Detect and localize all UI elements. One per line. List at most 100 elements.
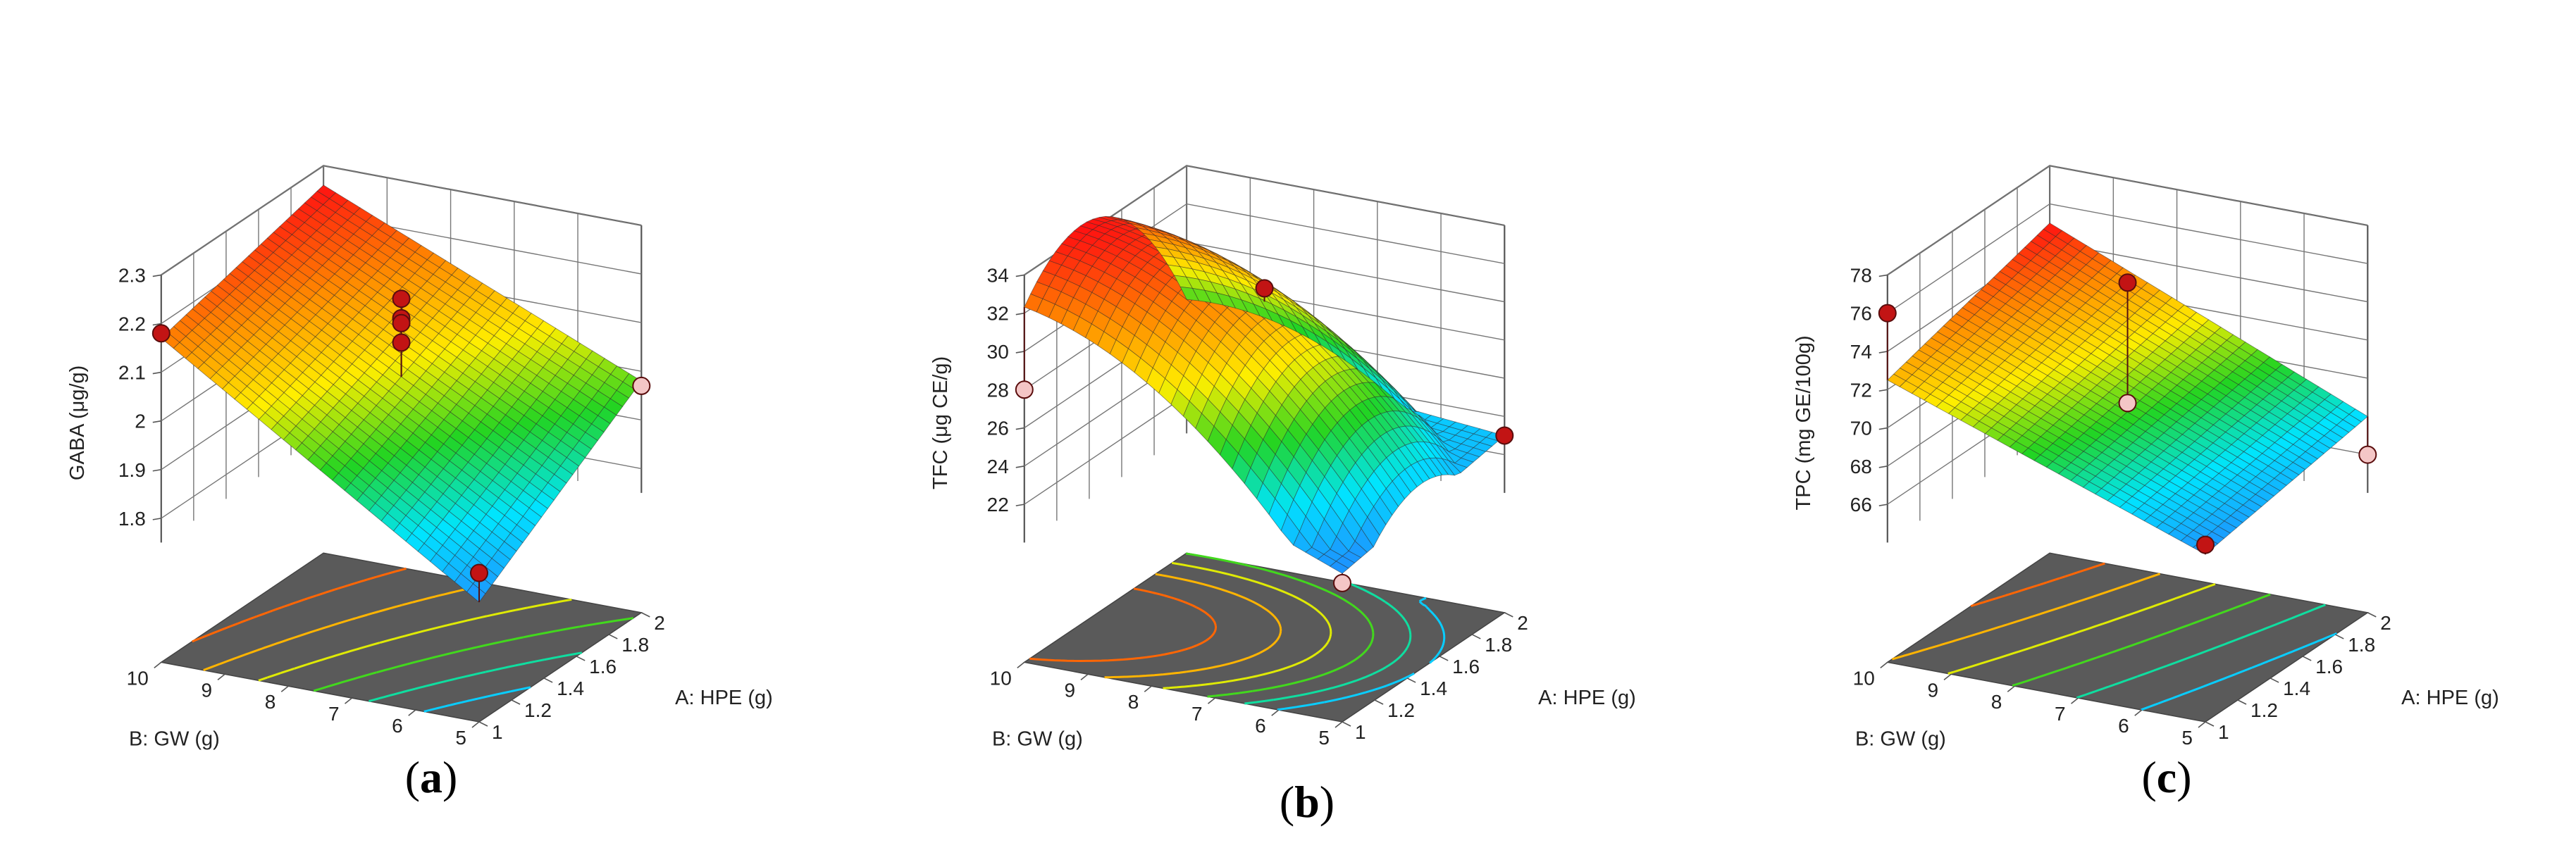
x-tick-label: 1.4 — [2283, 677, 2310, 699]
x-axis: 1 1.21.41.61.82 A: HPE (g) — [2205, 612, 2499, 743]
x-axis-title: A: HPE (g) — [1538, 687, 1636, 709]
x-tick-label: 1 — [2218, 721, 2229, 743]
y-tick-label: 7 — [328, 703, 340, 725]
response-surface — [1024, 216, 1506, 574]
z-tick-mark — [1878, 389, 1888, 392]
contour-line — [1244, 582, 1412, 705]
design-point — [1255, 279, 1274, 298]
wall-grid-line — [161, 165, 642, 275]
x-axis-title: A: HPE (g) — [675, 687, 773, 709]
x-axis: 1 1.21.41.61.82 A: HPE (g) — [478, 612, 773, 743]
design-points — [1878, 273, 2377, 555]
y-tick-label: 10 — [1853, 667, 1875, 689]
x-tick-mark — [1504, 612, 1513, 618]
floor — [159, 552, 643, 723]
z-tick-mark — [152, 323, 161, 326]
contour-line — [2012, 593, 2271, 687]
wall-grid-line — [1887, 203, 2368, 314]
z-tick-label: 2 — [135, 411, 146, 432]
z-tick-label: 22 — [987, 494, 1009, 516]
design-point — [2358, 445, 2377, 464]
y-axis: 5 6 7 8 9 10 B: GW (g) — [127, 661, 480, 750]
x-tick-mark — [2334, 634, 2344, 639]
z-tick-mark — [1878, 274, 1888, 277]
z-tick-label: 2.1 — [118, 362, 146, 384]
z-tick-label: 26 — [987, 418, 1009, 439]
y-axis-title: B: GW (g) — [129, 728, 220, 750]
design-points — [151, 289, 651, 602]
design-point — [392, 333, 411, 352]
y-tick-label: 9 — [1927, 679, 1938, 701]
x-tick-label: 1.6 — [2315, 656, 2343, 677]
design-point — [632, 376, 651, 395]
x-tick-label: 1.2 — [2250, 699, 2278, 721]
y-axis-title: B: GW (g) — [1855, 728, 1946, 750]
contour-line — [258, 598, 572, 682]
y-tick-mark — [2198, 721, 2206, 728]
y-axis: 5 6 7 8 9 10 B: GW (g) — [1853, 661, 2206, 750]
y-tick-mark — [1208, 697, 1216, 704]
z-tick-label: 78 — [1850, 264, 1872, 286]
z-tick-label: 74 — [1850, 341, 1872, 363]
y-tick-label: 5 — [1318, 727, 1330, 749]
y-tick-label: 9 — [1064, 679, 1075, 701]
y-axis-title: B: GW (g) — [992, 728, 1083, 750]
y-tick-mark — [1144, 685, 1152, 692]
design-points — [1015, 279, 1514, 592]
z-axis-title: TFC (μg CE/g) — [929, 356, 952, 489]
x-tick-label: 1 — [492, 721, 503, 743]
z-tick-label: 72 — [1850, 379, 1872, 401]
y-tick-mark — [154, 661, 162, 669]
y-tick-mark — [217, 673, 225, 680]
y-tick-label: 10 — [127, 667, 149, 689]
y-tick-mark — [1943, 673, 1952, 680]
z-tick-mark — [152, 371, 161, 375]
y-tick-label: 5 — [455, 727, 466, 749]
x-tick-mark — [2237, 699, 2247, 705]
y-tick-mark — [1335, 721, 1343, 728]
z-tick-mark — [1015, 466, 1024, 468]
z-tick-mark — [1878, 466, 1888, 468]
x-tick-mark — [543, 677, 553, 683]
z-tick-mark — [152, 274, 161, 277]
x-tick-label: 1.4 — [1420, 677, 1447, 699]
design-point — [1333, 573, 1351, 592]
x-tick-label: 1.2 — [524, 699, 552, 721]
wall-edge — [1887, 165, 2368, 276]
y-tick-label: 7 — [1191, 703, 1203, 725]
x-tick-label: 1.8 — [1485, 634, 1512, 656]
floor — [1022, 552, 1506, 723]
panel-label: (a) — [405, 752, 458, 802]
panel-label: (c) — [2141, 752, 2191, 802]
x-tick-mark — [576, 656, 586, 661]
z-tick-label: 1.8 — [118, 508, 146, 530]
design-point — [2118, 394, 2137, 413]
x-tick-mark — [2367, 612, 2377, 618]
contour-line — [1163, 561, 1332, 689]
z-tick-mark — [1015, 427, 1024, 430]
design-point — [392, 289, 411, 308]
z-tick-label: 66 — [1850, 494, 1872, 516]
z-tick-label: 32 — [987, 303, 1009, 325]
y-tick-label: 6 — [392, 715, 403, 737]
contour-line — [313, 617, 633, 692]
z-tick-mark — [1878, 504, 1888, 506]
z-tick-label: 1.9 — [118, 459, 146, 481]
z-tick-mark — [152, 518, 161, 520]
design-point — [2196, 535, 2215, 554]
design-point — [151, 324, 171, 343]
x-tick-label: 1.8 — [2348, 634, 2375, 656]
contour-line — [1185, 552, 1375, 698]
z-tick-label: 30 — [987, 341, 1009, 363]
z-tick-label: 28 — [987, 379, 1009, 401]
x-tick-mark — [2205, 721, 2215, 727]
x-tick-mark — [511, 699, 521, 705]
surface-patch — [2348, 408, 2368, 423]
y-tick-mark — [1017, 661, 1025, 669]
y-tick-mark — [1271, 709, 1280, 716]
contour-line — [369, 651, 583, 703]
z-tick-label: 2.3 — [118, 264, 146, 286]
x-tick-mark — [608, 634, 618, 639]
